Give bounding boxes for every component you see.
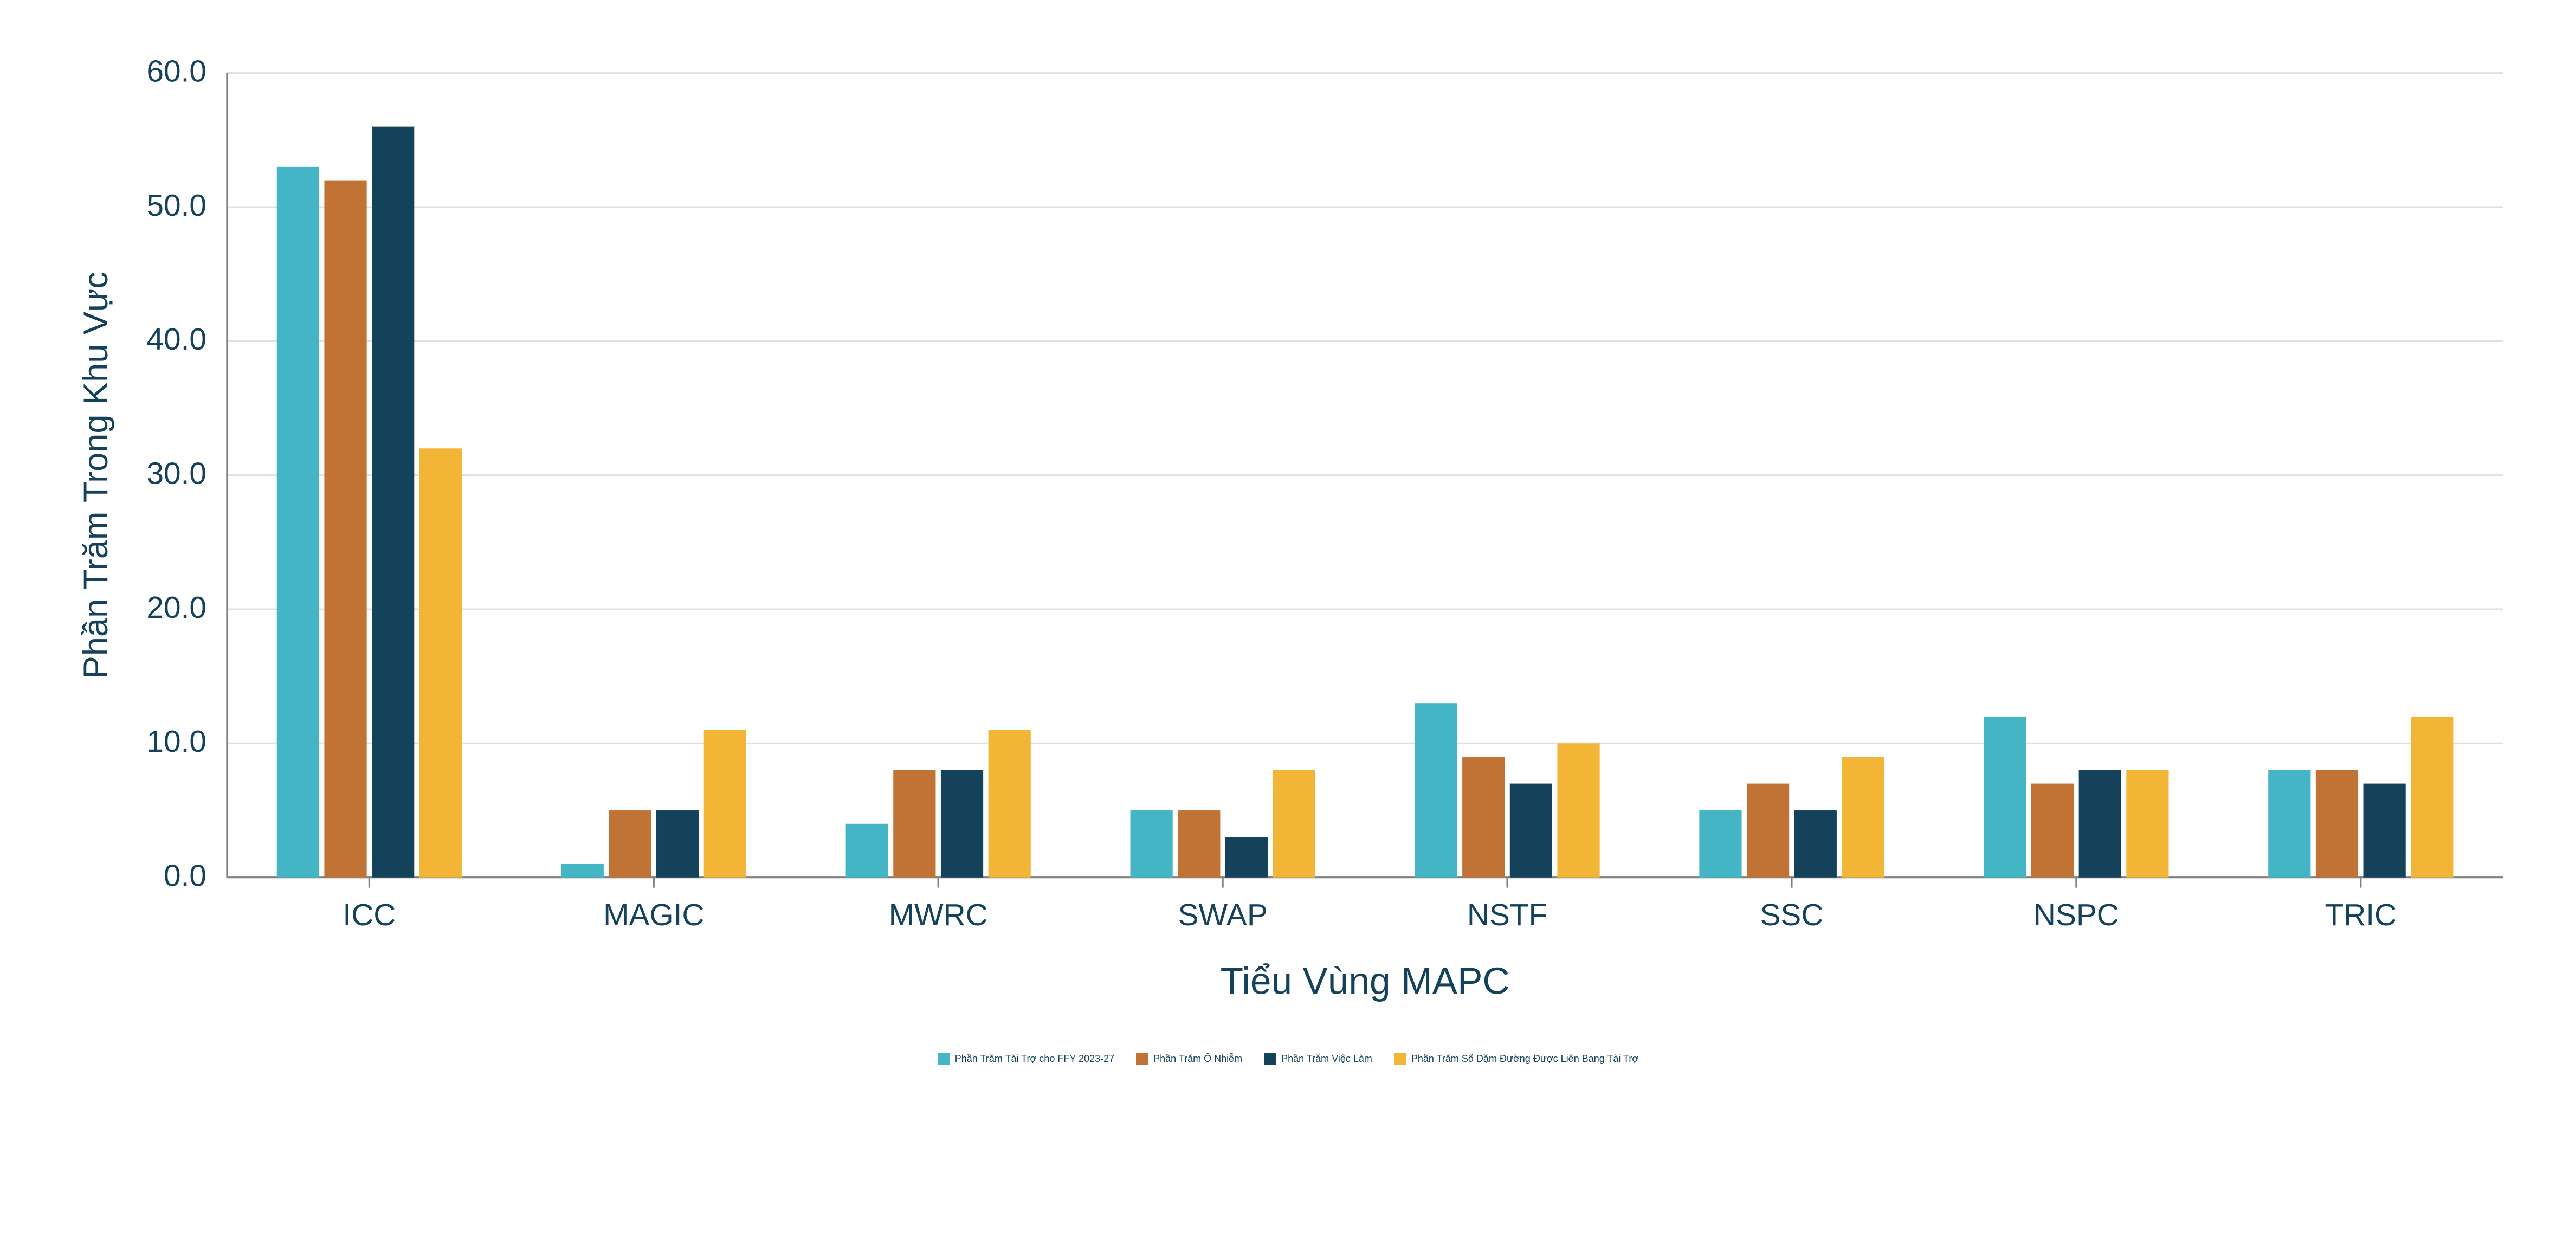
bar: [2031, 784, 2074, 878]
bar: [1510, 784, 1552, 878]
bar: [704, 730, 746, 878]
bar: [1747, 784, 1789, 878]
x-category-label: SWAP: [1178, 898, 1267, 932]
y-tick-label: 30.0: [146, 457, 206, 491]
legend-swatch: [1264, 1053, 1276, 1065]
legend-swatch: [938, 1053, 950, 1065]
bar: [324, 181, 366, 878]
bar: [2268, 770, 2310, 878]
bar: [609, 810, 651, 878]
legend-label: Phần Trăm Ô Nhiễm: [1153, 1053, 1242, 1065]
legend-swatch: [1394, 1053, 1406, 1065]
x-category-label: MAGIC: [603, 898, 704, 932]
x-axis-label: Tiểu Vùng MAPC: [1221, 959, 1510, 1002]
bar: [1273, 770, 1315, 878]
bar: [1699, 810, 1741, 878]
legend-label: Phần Trăm Số Dặm Đường Được Liên Bang Tà…: [1411, 1053, 1638, 1065]
y-tick-label: 60.0: [146, 55, 206, 89]
bar: [561, 864, 604, 878]
x-category-label: TRIC: [2325, 898, 2397, 932]
chart-container: 0.0 10.0 20.0 30.0 40.0 50.0 60.0 ICC MAGIC MWRC S…: [0, 0, 2576, 1075]
bar: [1794, 810, 1837, 878]
bar: [2411, 717, 2453, 878]
legend-item: Phần Trăm Ô Nhiễm: [1136, 1053, 1242, 1065]
bar: [1557, 743, 1599, 877]
bar: [2316, 770, 2358, 878]
grouped-bar-chart: 0.0 10.0 20.0 30.0 40.0 50.0 60.0 ICC MAGIC MWRC S…: [22, 22, 2554, 1048]
x-category-label: NSPC: [2033, 898, 2119, 932]
y-tick-label: 10.0: [146, 725, 206, 759]
bar: [989, 730, 1031, 878]
bar: [2364, 784, 2406, 878]
bar: [372, 127, 414, 878]
bar: [1842, 757, 1884, 878]
bar: [1462, 757, 1505, 878]
bar: [1131, 810, 1173, 878]
legend-item: Phần Trăm Số Dặm Đường Được Liên Bang Tà…: [1394, 1053, 1638, 1065]
chart-legend: Phần Trăm Tài Trợ cho FFY 2023-27 Phần Tr…: [22, 1053, 2554, 1065]
x-category-label: SSC: [1760, 898, 1824, 932]
y-tick-label: 50.0: [146, 189, 206, 223]
y-tick-label: 40.0: [146, 323, 206, 357]
bar: [941, 770, 983, 878]
y-axis-label: Phần Trăm Trong Khu Vực: [77, 272, 115, 679]
bar: [1984, 717, 2026, 878]
bar: [846, 824, 888, 878]
y-tick-label: 0.0: [164, 859, 206, 893]
legend-label: Phần Trăm Việc Làm: [1281, 1053, 1372, 1065]
bar: [277, 167, 319, 878]
x-category-label: ICC: [343, 898, 396, 932]
bar: [1178, 810, 1220, 878]
x-category-label: NSTF: [1467, 898, 1547, 932]
bar: [419, 448, 462, 877]
legend-swatch: [1136, 1053, 1148, 1065]
legend-label: Phần Trăm Tài Trợ cho FFY 2023-27: [955, 1053, 1114, 1065]
x-category-label: MWRC: [889, 898, 988, 932]
bar: [1225, 837, 1268, 878]
y-tick-label: 20.0: [146, 591, 206, 625]
bar: [893, 770, 935, 878]
bar: [2126, 770, 2168, 878]
bar: [2079, 770, 2121, 878]
bar: [1415, 703, 1457, 878]
legend-item: Phần Trăm Tài Trợ cho FFY 2023-27: [938, 1053, 1114, 1065]
legend-item: Phần Trăm Việc Làm: [1264, 1053, 1372, 1065]
bar: [656, 810, 699, 878]
